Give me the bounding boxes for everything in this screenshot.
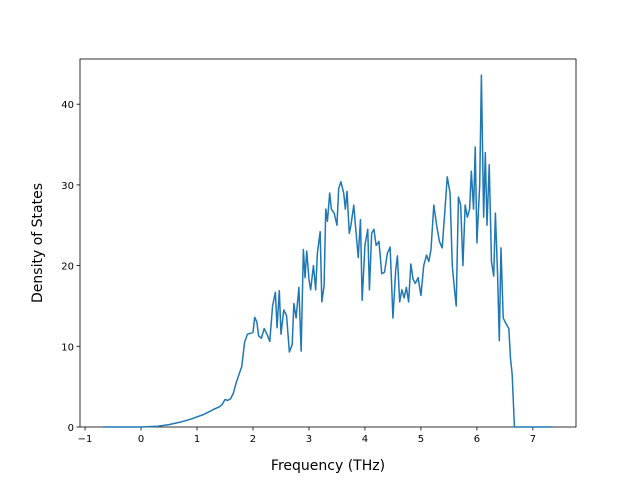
y-tick-label: 30 (61, 181, 74, 192)
x-tick-label: 3 (306, 434, 312, 445)
plot-frame (79, 58, 577, 428)
y-tick-label: 40 (61, 100, 74, 111)
x-tick-label: −1 (78, 434, 93, 445)
x-tick-label: 6 (474, 434, 480, 445)
x-tick-label: 2 (250, 434, 256, 445)
y-axis-label: Density of States (30, 183, 46, 303)
x-tick-label: 4 (362, 434, 368, 445)
y-tick-label: 20 (61, 262, 74, 273)
x-tick-label: 1 (194, 434, 200, 445)
y-tick-label: 0 (68, 423, 74, 434)
x-tick-label: 7 (530, 434, 536, 445)
x-tick-label: 5 (418, 434, 424, 445)
x-axis-label: Frequency (THz) (271, 458, 385, 474)
data-line (102, 74, 553, 428)
x-tick-label: 0 (138, 434, 144, 445)
y-tick-label: 10 (61, 342, 74, 353)
